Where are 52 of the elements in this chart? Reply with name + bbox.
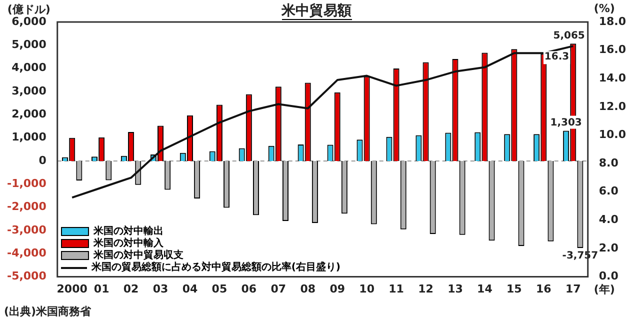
x-tick-label: 07 bbox=[270, 282, 286, 296]
y2-tick-label: 12.0 bbox=[598, 100, 626, 113]
x-tick-label: 16 bbox=[536, 282, 552, 296]
x-tick-label: 2000 bbox=[56, 282, 88, 296]
x-tick-label: 06 bbox=[241, 282, 257, 296]
legend-label: 米国の対中輸入 bbox=[93, 238, 164, 249]
y-tick-label: 1,000 bbox=[12, 130, 47, 144]
x-tick-label: 13 bbox=[448, 282, 463, 296]
y-tick-label: 4,000 bbox=[12, 61, 47, 74]
x-tick-label: 11 bbox=[388, 282, 404, 296]
y-axis-title: (億ドル) bbox=[7, 2, 50, 16]
x-tick-label: 14 bbox=[477, 282, 493, 296]
y-tick-label: 3,000 bbox=[12, 84, 47, 98]
y-tick-label: -5,000 bbox=[7, 270, 47, 283]
x-tick-label: 12 bbox=[418, 282, 434, 296]
y2-tick-label: 6.0 bbox=[598, 184, 619, 198]
y2-axis-title: (%) bbox=[594, 2, 615, 15]
y2-tick-label: 16.0 bbox=[598, 43, 626, 56]
y2-tick-label: 2.0 bbox=[598, 241, 619, 254]
y-tick-label: -3,000 bbox=[7, 223, 47, 236]
y-tick-label: -4,000 bbox=[7, 246, 47, 260]
data-label: 5,065 bbox=[553, 30, 585, 42]
x-tick-label: 05 bbox=[212, 282, 228, 296]
y-tick-label: 6,000 bbox=[12, 14, 47, 28]
legend-label: 米国の貿易総額に占める対中貿易総額の比率(右目盛り) bbox=[91, 262, 340, 274]
y-tick-label: -2,000 bbox=[7, 200, 47, 214]
y2-tick-label: 0.0 bbox=[598, 270, 619, 283]
legend-label: 米国の対中貿易収支 bbox=[93, 250, 184, 262]
y2-tick-label: 18.0 bbox=[598, 14, 626, 28]
y2-tick-label: 14.0 bbox=[598, 71, 626, 84]
x-tick-label: 01 bbox=[94, 282, 110, 296]
x-tick-label: 15 bbox=[506, 282, 522, 296]
text: (出典)米国商務省 bbox=[4, 304, 92, 319]
y2-tick-label: 8.0 bbox=[598, 156, 619, 170]
x-tick-label: 09 bbox=[330, 282, 345, 296]
y2-tick-label: 4.0 bbox=[598, 213, 619, 226]
x-tick-label: 17 bbox=[565, 282, 581, 296]
x-axis-title: (年) bbox=[594, 282, 615, 297]
chart-title: 米中貿易額 bbox=[282, 3, 352, 20]
data-label: 1,303 bbox=[550, 117, 582, 128]
x-tick-label: 04 bbox=[182, 282, 198, 296]
x-tick-label: 10 bbox=[359, 282, 375, 296]
y-tick-label: -1,000 bbox=[7, 177, 47, 190]
y-tick-label: 5,000 bbox=[12, 38, 47, 52]
y-tick-label: 0 bbox=[38, 154, 47, 167]
legend-label: 米国の対中輸出 bbox=[93, 226, 164, 237]
data-label: 16.3 bbox=[544, 52, 570, 63]
x-tick-label: 08 bbox=[300, 282, 316, 296]
y-tick-label: 2,000 bbox=[12, 108, 47, 121]
x-tick-label: 03 bbox=[152, 282, 168, 296]
y2-tick-label: 10.0 bbox=[598, 128, 626, 142]
x-tick-label: 02 bbox=[123, 282, 139, 296]
